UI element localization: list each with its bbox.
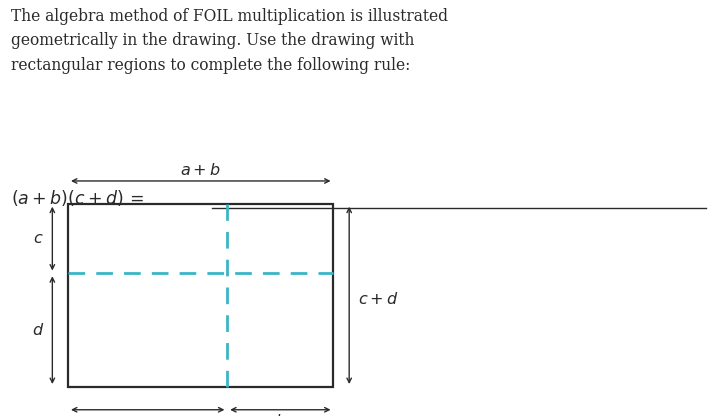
Text: $c + d$: $c + d$ (358, 291, 399, 308)
Text: $d$: $d$ (32, 322, 44, 339)
Bar (68, 204, 333, 387)
Text: $a + b$: $a + b$ (181, 162, 221, 179)
Text: $b$: $b$ (275, 413, 286, 416)
Text: $a$: $a$ (143, 413, 153, 416)
Text: $c$: $c$ (33, 230, 44, 247)
Text: $(a + b)(c + d)\, =$: $(a + b)(c + d)\, =$ (11, 188, 143, 208)
Text: The algebra method of FOIL multiplication is illustrated
geometrically in the dr: The algebra method of FOIL multiplicatio… (11, 8, 447, 74)
